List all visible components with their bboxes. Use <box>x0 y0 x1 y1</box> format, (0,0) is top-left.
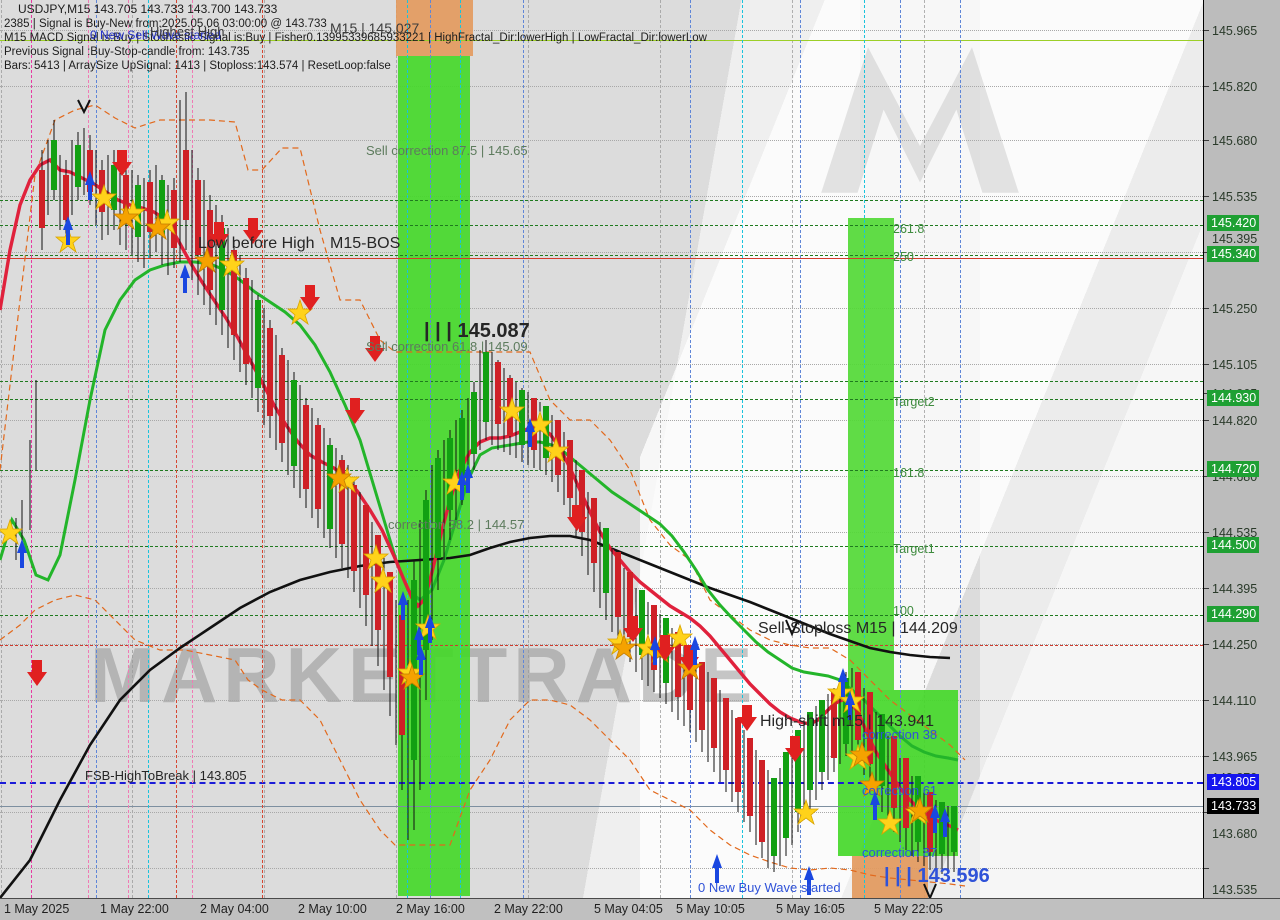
header-signal-line: 2385 | Signal is Buy-New from:2025.05.06… <box>4 18 327 30</box>
price-tick-13: 144.110 <box>1212 694 1257 708</box>
last-price-label: 143.733 <box>1207 798 1260 814</box>
level-label-144930: 144.930 <box>1207 390 1260 406</box>
time-tick-8: 5 May 16:05 <box>776 902 845 916</box>
annotation-price-tag-145087: | | | 145.087 <box>424 320 530 342</box>
level-line-145420 <box>0 225 1203 226</box>
price-tick-3: 145.535 <box>1212 190 1258 204</box>
signal-line-lime <box>0 40 1203 41</box>
annotation-low-before-high: Low before High <box>198 235 315 252</box>
level-label-144500: 144.500 <box>1207 537 1260 553</box>
time-tick-1: 1 May 22:00 <box>100 902 169 916</box>
overlay-new-sell-wave: 0 New Sell Wave started <box>90 28 221 42</box>
annotation-correction-87: correction 87 <box>862 845 938 860</box>
time-tick-0: 1 May 2025 <box>4 902 70 916</box>
candlestick-series <box>15 92 957 874</box>
time-tick-3: 2 May 10:00 <box>298 902 367 916</box>
level-label-145420: 145.420 <box>1207 215 1260 231</box>
annotation-high-shift: High-shift m15 | 143.941 <box>760 713 935 730</box>
level-label-144720: 144.720 <box>1207 461 1260 477</box>
fsb-high-to-break-line <box>0 782 1203 784</box>
buy-arrow-markers <box>17 171 950 895</box>
annotation-correction-38: correction 38 <box>862 727 938 742</box>
price-tick-10: 144.535 <box>1212 526 1258 540</box>
star-markers <box>0 183 932 836</box>
bid-price-label: 143.805 <box>1207 774 1260 790</box>
level-line-145340 <box>0 255 1203 256</box>
price-cursor-marks <box>77 99 937 898</box>
time-tick-9: 5 May 22:05 <box>874 902 943 916</box>
annotation-target1: Target1 <box>893 542 935 556</box>
annotation-sell-correction-618: Sell correction 61.8 | 145.09 <box>366 339 528 354</box>
annotation-fib-100: 100 <box>893 604 914 618</box>
level-label-145340: 145.340 <box>1207 246 1260 262</box>
price-tick-5: 145.250 <box>1212 302 1258 316</box>
price-tick-17: 143.535 <box>1212 883 1258 897</box>
chart-symbol-ohlc: USDJPY,M15 143.705 143.733 143.700 143.7… <box>18 2 278 16</box>
overlay-highest-high: Highest High <box>150 24 225 39</box>
price-tick-8: 144.820 <box>1212 414 1258 428</box>
annotation-fsb-high-to-break: FSB-HighToBreak | 143.805 <box>85 768 247 783</box>
annotation-correction-382: correction 38.2 | 144.57 <box>388 517 525 532</box>
time-tick-5: 2 May 22:00 <box>494 902 563 916</box>
chart-plot-area[interactable]: MARKETTRADE <box>0 0 1204 898</box>
annotation-m15-bos: M15-BOS <box>330 235 401 252</box>
header-macd-line: M15 MACD Signal is:Buy | Stochastic Sign… <box>4 32 707 44</box>
price-tick-14: 143.965 <box>1212 750 1258 764</box>
time-tick-7: 5 May 10:05 <box>676 902 745 916</box>
annotation-sell-correction-875: Sell correction 87.5 | 145.65 <box>366 143 528 158</box>
annotation-new-buy-wave: 0 New Buy Wave started <box>698 880 841 895</box>
annotation-fib-250: 250 <box>893 250 914 264</box>
time-tick-4: 2 May 16:00 <box>396 902 465 916</box>
session-band-green-2 <box>848 218 894 690</box>
annotation-sell-stoploss: Sell-Stoploss M15 | 144.209 <box>758 620 958 637</box>
price-tick-6: 145.105 <box>1212 358 1258 372</box>
annotation-price-tag-143596: | | | 143.596 <box>884 865 990 887</box>
ask-line <box>0 645 1203 646</box>
price-tick-12: 144.250 <box>1212 638 1258 652</box>
level-line-144930 <box>0 399 1203 400</box>
annotation-correction-61: correction 61 <box>862 783 938 798</box>
level-label-144290: 144.290 <box>1207 606 1260 622</box>
envelope-lower-band <box>0 594 966 887</box>
level-line-144500 <box>0 546 1203 547</box>
level-line-144720 <box>0 470 1203 471</box>
annotation-fib-1618: 161.8 <box>893 466 925 480</box>
price-tick-0: 145.965 <box>1212 24 1258 38</box>
bid-line <box>0 806 1203 807</box>
time-tick-6: 5 May 04:05 <box>594 902 663 916</box>
price-tick-2: 145.680 <box>1212 134 1258 148</box>
price-tick-4: 145.395 <box>1212 232 1258 246</box>
time-axis[interactable]: 1 May 2025 1 May 22:00 2 May 04:00 2 May… <box>0 898 1280 920</box>
envelope-upper-band <box>0 104 966 761</box>
time-tick-2: 2 May 04:00 <box>200 902 269 916</box>
level-line-144290 <box>0 615 1203 616</box>
price-tick-16: 143.680 <box>1212 827 1258 841</box>
annotation-target2: Target2 <box>893 395 935 409</box>
price-tick-1: 145.820 <box>1212 80 1258 94</box>
level-line-upper-1 <box>0 200 1203 201</box>
header-bars-info: Bars: 5413 | ArraySize UpSignal: 1413 | … <box>4 60 391 72</box>
price-axis[interactable]: 145.965 145.820 145.680 145.535 145.395 … <box>1204 0 1280 898</box>
price-tick-11: 144.395 <box>1212 582 1258 596</box>
annotation-fib-2618: 261.8 <box>893 222 925 236</box>
level-line-250 <box>0 258 1203 259</box>
level-line-upper-2 <box>0 381 1203 382</box>
price-series-layer <box>0 92 966 898</box>
overlay-m15-price: M15 | 145.027 <box>330 20 420 36</box>
header-previous-signal: Previous Signal :Buy-Stop-candle from: 1… <box>4 46 250 58</box>
ma-black-line <box>0 534 951 898</box>
